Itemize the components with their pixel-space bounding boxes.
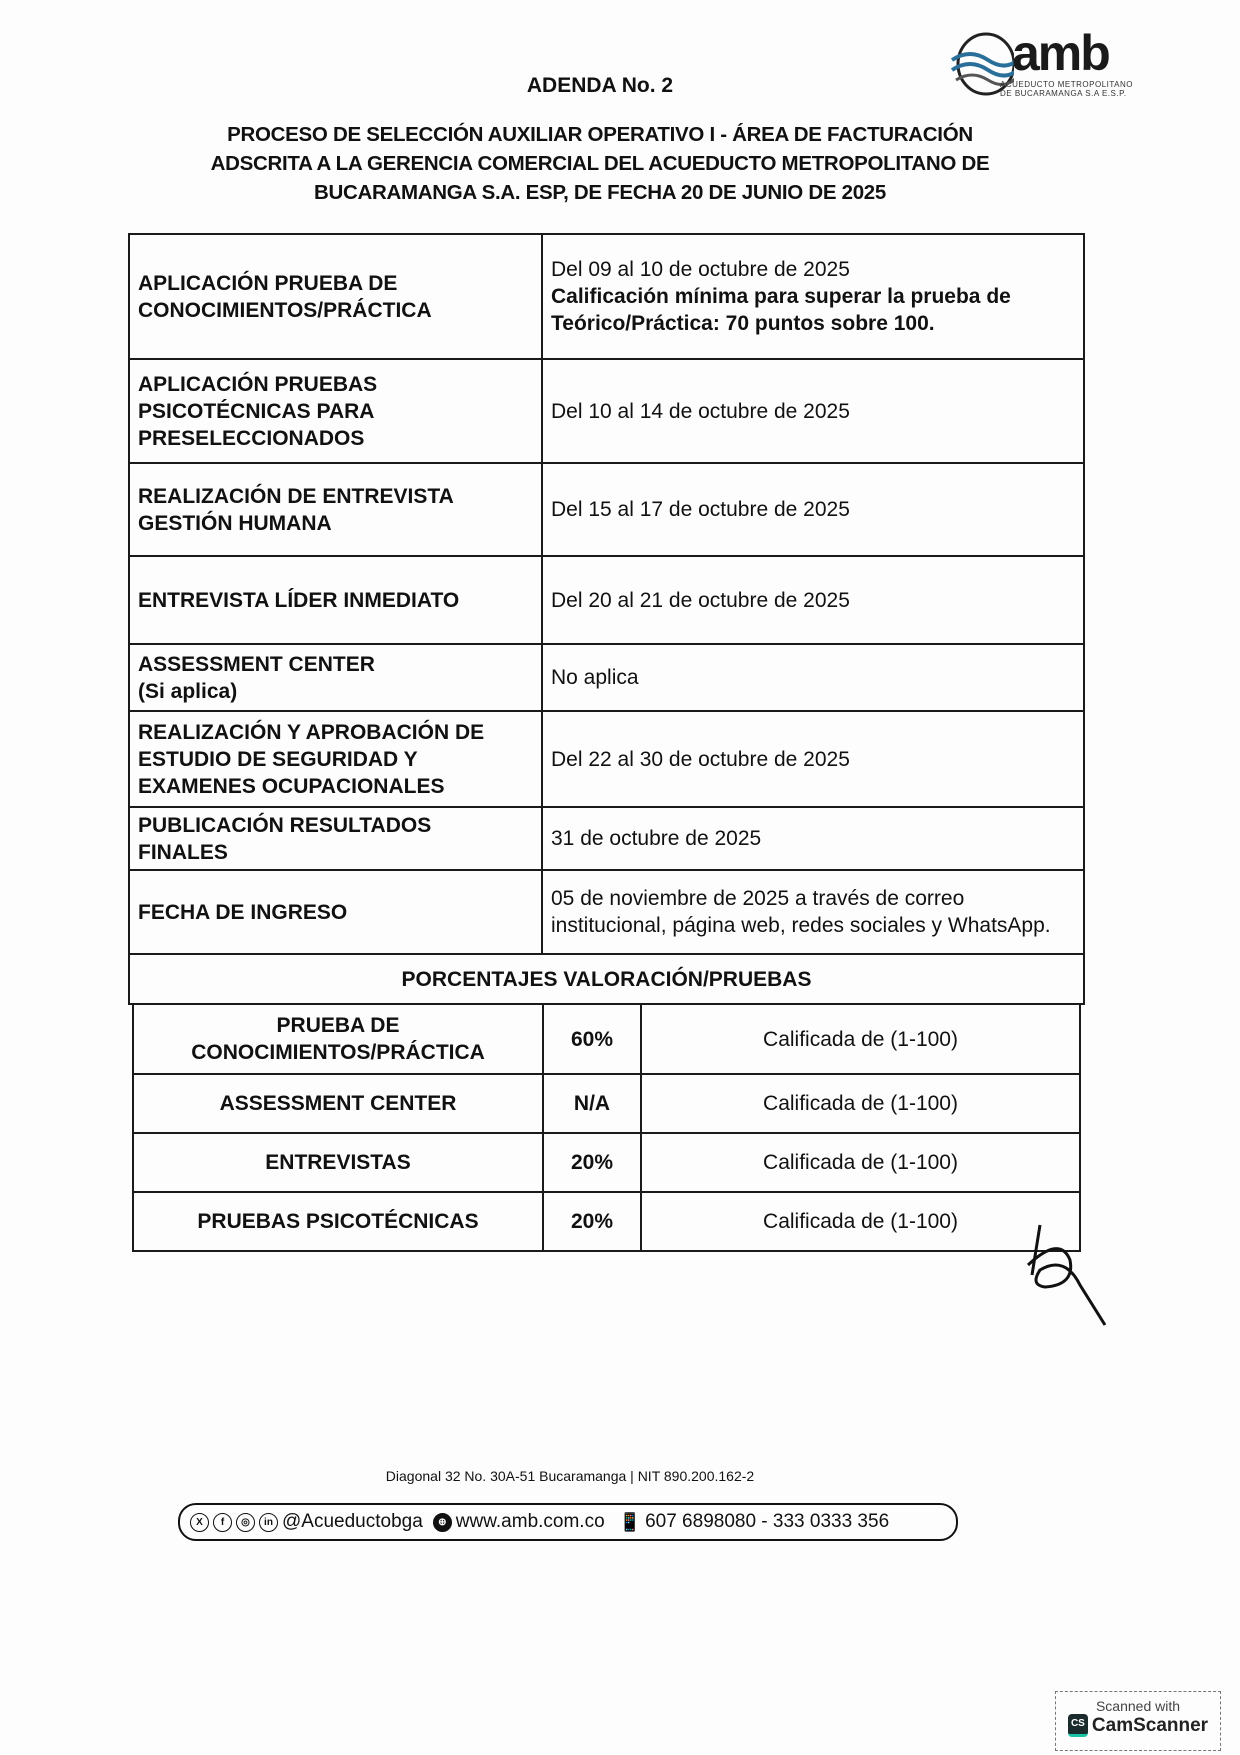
website-link[interactable]: www.amb.com.co [455,1511,605,1532]
table-row: ASSESSMENT CENTER (Si aplica) No aplica [128,643,1085,712]
logo-sub1: ACUEDUCTO METROPOLITANO [1000,80,1133,89]
test-weight: N/A [542,1073,642,1134]
test-scale: Calificada de (1-100) [640,1073,1081,1134]
table-row: ENTREVISTA LÍDER INMEDIATO Del 20 al 21 … [128,555,1085,645]
test-name: ENTREVISTAS [132,1132,544,1193]
camscanner-name: CamScanner [1091,1714,1209,1736]
document-title: PROCESO DE SELECCIÓN AUXILIAR OPERATIVO … [140,120,1060,207]
stage-cell: ASSESSMENT CENTER (Si aplica) [128,643,543,712]
test-scale: Calificada de (1-100) [640,1191,1081,1252]
table-row: APLICACIÓN PRUEBA DE CONOCIMIENTOS/PRÁCTI… [128,233,1085,360]
title-line: BUCARAMANGA S.A. ESP, DE FECHA 20 DE JUN… [313,181,887,204]
date-cell: Del 20 al 21 de octubre de 2025 [541,555,1085,645]
globe-icon: ⊕ [432,1512,452,1532]
percentages-heading-row: PORCENTAJES VALORACIÓN/PRUEBAS [128,953,1085,1005]
table-row: PRUEBA DE CONOCIMIENTOS/PRÁCTICA 60% Cal… [132,1003,1081,1075]
stage-cell: ENTREVISTA LÍDER INMEDIATO [128,555,543,645]
test-weight: 20% [542,1132,642,1193]
table-row: ASSESSMENT CENTER N/A Calificada de (1-1… [132,1073,1081,1134]
test-weight: 60% [542,1003,642,1075]
stage-cell: REALIZACIÓN DE ENTREVISTA GESTIÓN HUMANA [128,462,543,557]
date-cell: 05 de noviembre de 2025 a través de corr… [541,869,1085,955]
title-line: ADSCRITA A LA GERENCIA COMERCIAL DEL ACU… [210,152,990,175]
camscanner-logo-icon: CS [1067,1714,1088,1737]
camscanner-watermark: Scanned with CS CamScanner [1055,1691,1221,1751]
stage-cell: APLICACIÓN PRUEBAS PSICOTÉCNICAS PARA PRES… [128,358,543,464]
percentages-heading: PORCENTAJES VALORACIÓN/PRUEBAS [128,953,1085,1005]
social-handle[interactable]: @Acueductobga [282,1511,423,1532]
amb-logo: amb ACUEDUCTO METROPOLITANO DE BUCARAMAN… [950,25,1150,105]
phone-numbers: 607 6898080 - 333 0333 356 [645,1511,890,1532]
addendum-number: ADENDA No. 2 [526,74,674,97]
camscanner-brand: CS CamScanner [1056,1714,1220,1737]
contact-bar: X f ◎ in @Acueductobga ⊕ www.amb.com.co … [178,1503,958,1541]
test-scale: Calificada de (1-100) [640,1132,1081,1193]
test-name: PRUEBAS PSICOTÉCNICAS [132,1191,544,1252]
logo-subtitle: ACUEDUCTO METROPOLITANO DE BUCARAMANGA S… [1000,80,1133,98]
linkedin-icon[interactable]: in [259,1512,278,1532]
stage-cell: REALIZACIÓN Y APROBACIÓN DE ESTUDIO DE SE… [128,710,543,808]
footer-address: Diagonal 32 No. 30A-51 Bucaramanga | NIT… [385,1468,755,1484]
test-name: ASSESSMENT CENTER [132,1073,544,1134]
table-row: PUBLICACIÓN RESULTADOS FINALES 31 de octu… [128,806,1085,871]
stage-cell: PUBLICACIÓN RESULTADOS FINALES [128,806,543,871]
table-row: APLICACIÓN PRUEBAS PSICOTÉCNICAS PARA PRES… [128,358,1085,464]
handwritten-signature [1026,1224,1107,1326]
x-icon[interactable]: X [190,1512,209,1532]
minimum-score-note: Calificación mínima para superar la prue… [551,285,1011,335]
table-row: REALIZACIÓN Y APROBACIÓN DE ESTUDIO DE SE… [128,710,1085,808]
date-cell: Del 22 al 30 de octubre de 2025 [541,710,1085,808]
percentages-table: PRUEBA DE CONOCIMIENTOS/PRÁCTICA 60% Cal… [132,1003,1081,1252]
date-cell: Del 15 al 17 de octubre de 2025 [541,462,1085,557]
phone-icon: 📱 [618,1511,642,1532]
table-row: FECHA DE INGRESO 05 de noviembre de 2025… [128,869,1085,955]
scanned-with-label: Scanned with [1095,1698,1181,1714]
test-name: PRUEBA DE CONOCIMIENTOS/PRÁCTICA [132,1003,544,1075]
schedule-table: APLICACIÓN PRUEBA DE CONOCIMIENTOS/PRÁCTI… [128,233,1085,1005]
instagram-icon[interactable]: ◎ [236,1512,255,1532]
stage-cell: FECHA DE INGRESO [128,869,543,955]
test-scale: Calificada de (1-100) [640,1003,1081,1075]
table-row: REALIZACIÓN DE ENTREVISTA GESTIÓN HUMANA … [128,462,1085,557]
date-cell: 31 de octubre de 2025 [541,806,1085,871]
date-cell: Del 09 al 10 de octubre de 2025 Calificac… [541,233,1085,360]
table-row: ENTREVISTAS 20% Calificada de (1-100) [132,1132,1081,1193]
title-line: PROCESO DE SELECCIÓN AUXILIAR OPERATIVO … [227,123,973,146]
logo-word: amb [1012,25,1111,81]
table-row: PRUEBAS PSICOTÉCNICAS 20% Calificada de … [132,1191,1081,1252]
date-cell: No aplica [541,643,1085,712]
logo-sub2: DE BUCARAMANGA S.A E.S.P. [1000,89,1127,98]
test-weight: 20% [542,1191,642,1252]
stage-cell: APLICACIÓN PRUEBA DE CONOCIMIENTOS/PRÁCTI… [128,233,543,360]
facebook-icon[interactable]: f [213,1512,232,1532]
date-cell: Del 10 al 14 de octubre de 2025 [541,358,1085,464]
water-wave-icon [950,32,1014,96]
